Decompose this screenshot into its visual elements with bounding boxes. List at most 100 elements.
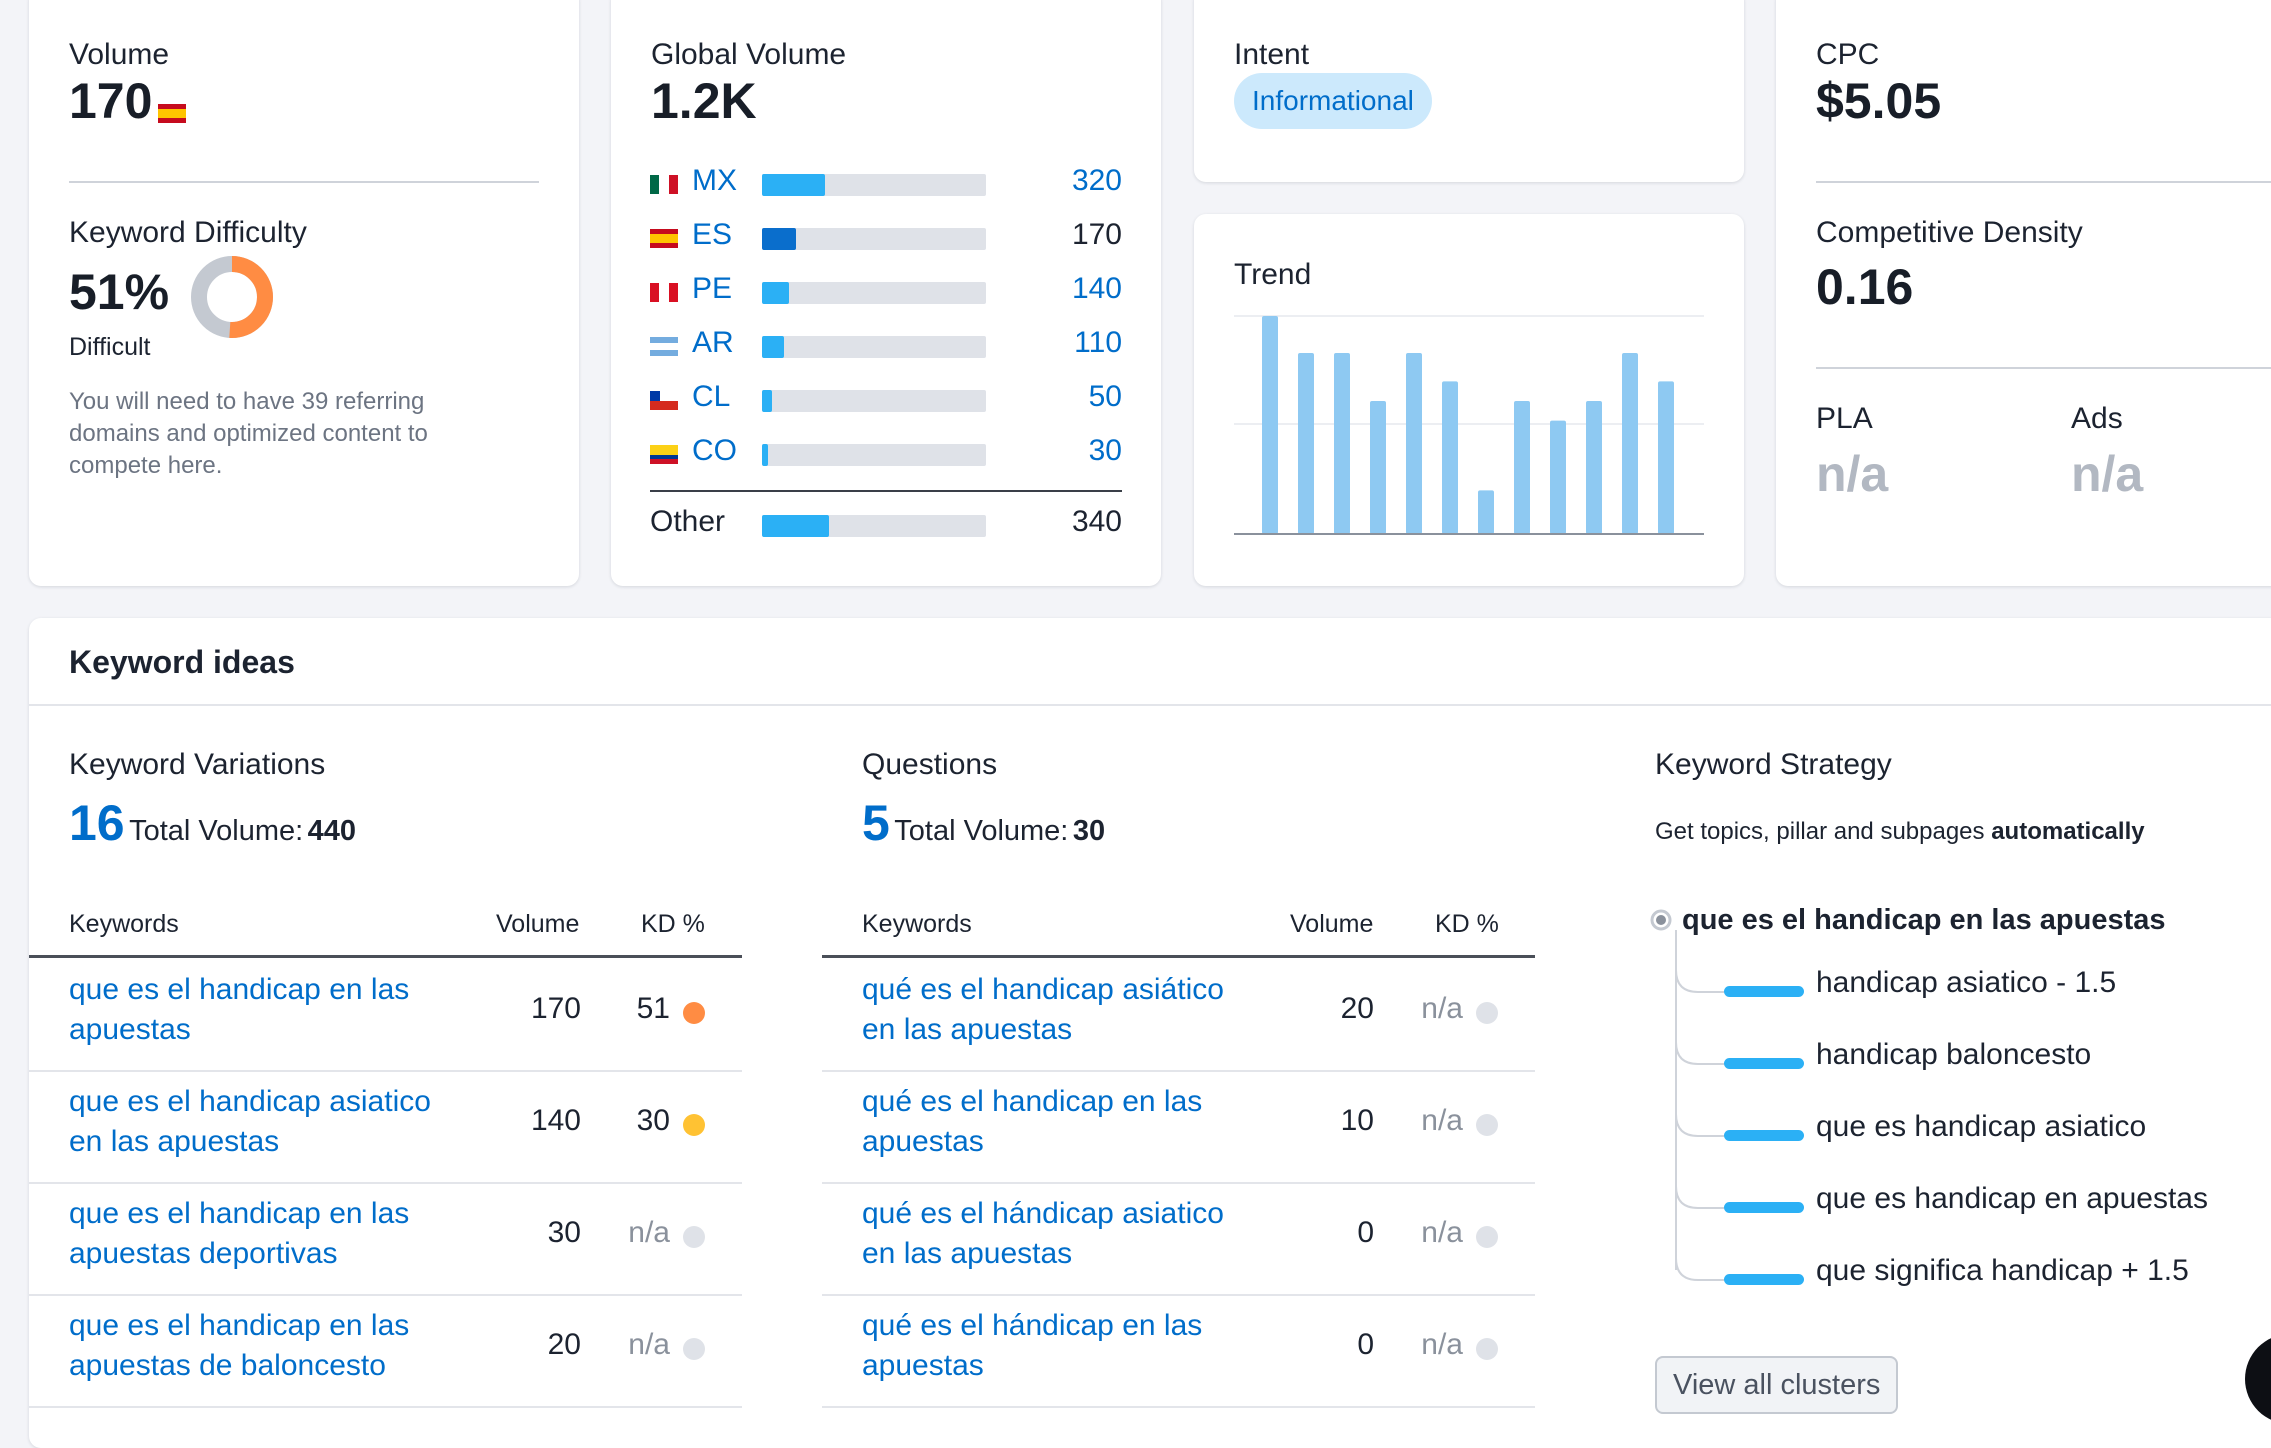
table-row[interactable]: qué es el hándicap en las apuestas 0 n/a	[822, 1294, 1535, 1408]
column-header-kd[interactable]: KD %	[1435, 910, 1499, 938]
cluster-bar-icon	[1724, 986, 1804, 997]
competitive-density-label: Competitive Density	[1816, 216, 2083, 249]
keyword-link[interactable]: qué es el hándicap en las apuestas	[862, 1309, 1203, 1382]
global-volume-value: 1.2K	[651, 73, 757, 129]
keyword-volume: 140	[530, 1104, 581, 1137]
keyword-difficulty: n/a	[1421, 1104, 1463, 1137]
country-code[interactable]: AR	[692, 326, 734, 359]
competitive-density-value: 0.16	[1816, 259, 1914, 315]
trend-bar-2[interactable]	[1298, 353, 1314, 534]
country-row-other: Other 340	[650, 499, 1122, 553]
difficulty-dot-icon	[1476, 1226, 1498, 1248]
column-header-volume[interactable]: Volume	[1290, 910, 1374, 938]
cluster-bar-icon	[1724, 1130, 1804, 1141]
keyword-ideas-panel: Keyword ideas	[29, 618, 2271, 1448]
ads-label: Ads	[2071, 402, 2123, 435]
trend-bar-9[interactable]	[1550, 420, 1566, 534]
flag-co-icon	[650, 445, 678, 464]
table-row[interactable]: que es el handicap asiatico en las apues…	[29, 1070, 742, 1184]
strategy-subtopic[interactable]: que significa handicap + 1.5	[1816, 1254, 2189, 1287]
keyword-link[interactable]: qué es el hándicap asiatico en las apues…	[862, 1197, 1224, 1270]
table-header-divider	[822, 955, 1535, 958]
intent-badge[interactable]: Informational	[1234, 73, 1432, 129]
keyword-volume: 10	[1340, 1104, 1374, 1137]
strategy-subtopic[interactable]: que es handicap asiatico	[1816, 1110, 2147, 1143]
keyword-difficulty: n/a	[628, 1216, 670, 1249]
country-row-mx[interactable]: MX 320	[650, 158, 1122, 212]
country-code[interactable]: CO	[692, 434, 737, 467]
trend-bar-4[interactable]	[1370, 401, 1386, 534]
cpc-card: CPC $5.05 Competitive Density 0.16 PLA n…	[1776, 0, 2271, 586]
strategy-subtopic[interactable]: que es handicap en apuestas	[1816, 1182, 2208, 1215]
country-row-cl[interactable]: CL 50	[650, 374, 1122, 428]
trend-bar-12[interactable]	[1658, 381, 1674, 534]
keyword-variations-count[interactable]: 16	[69, 795, 125, 851]
table-row[interactable]: que es el handicap en las apuestas depor…	[29, 1182, 742, 1296]
country-code[interactable]: CL	[692, 380, 731, 413]
strategy-subtopic[interactable]: handicap asiatico - 1.5	[1816, 966, 2117, 999]
divider	[1816, 367, 2271, 369]
keyword-volume: 30	[547, 1216, 581, 1249]
trend-bar-7[interactable]	[1478, 490, 1494, 534]
keyword-link[interactable]: que es el handicap en las apuestas	[69, 973, 410, 1046]
country-row-pe[interactable]: PE 140	[650, 266, 1122, 320]
country-code[interactable]: ES	[692, 218, 733, 251]
difficulty-dot-icon	[1476, 1114, 1498, 1136]
country-volume[interactable]: 110	[1074, 326, 1122, 359]
difficulty-dot-icon	[1476, 1002, 1498, 1024]
trend-bar-3[interactable]	[1334, 353, 1350, 534]
trend-bar-6[interactable]	[1442, 381, 1458, 534]
country-code[interactable]: MX	[692, 164, 737, 197]
column-header-kd[interactable]: KD %	[641, 910, 705, 938]
questions-count[interactable]: 5	[862, 795, 890, 851]
cluster-bar-icon	[1724, 1274, 1804, 1285]
volume-value: 170	[69, 73, 153, 129]
keyword-difficulty-description: You will need to have 39 referring domai…	[69, 388, 428, 479]
country-volume[interactable]: 30	[1088, 434, 1122, 467]
keyword-link[interactable]: que es el handicap en las apuestas de ba…	[69, 1309, 410, 1382]
keyword-link[interactable]: qué es el handicap asiático en las apues…	[862, 973, 1224, 1046]
cpc-value: $5.05	[1816, 73, 1942, 129]
keyword-difficulty: n/a	[1421, 1216, 1463, 1249]
strategy-subtopic[interactable]: handicap baloncesto	[1816, 1038, 2092, 1071]
country-row-co[interactable]: CO 30	[650, 428, 1122, 482]
country-volume[interactable]: 320	[1071, 164, 1122, 197]
country-row-es[interactable]: ES 170	[650, 212, 1122, 266]
country-row-ar[interactable]: AR 110	[650, 320, 1122, 374]
trend-card: Trend	[1194, 214, 1744, 586]
table-row[interactable]: qué es el handicap en las apuestas 10 n/a	[822, 1070, 1535, 1184]
keyword-link[interactable]: qué es el handicap en las apuestas	[862, 1085, 1203, 1158]
country-volume[interactable]: 140	[1071, 272, 1122, 305]
table-row[interactable]: que es el handicap en las apuestas 170 51	[29, 958, 742, 1072]
flag-es-icon	[158, 104, 186, 123]
country-code[interactable]: PE	[692, 272, 733, 305]
country-bar	[762, 444, 986, 466]
volume-label: Volume	[69, 38, 170, 71]
trend-bar-11[interactable]	[1622, 353, 1638, 534]
trend-bar-10[interactable]	[1586, 401, 1602, 534]
intent-card: Intent Informational	[1194, 0, 1744, 182]
trend-bar-5[interactable]	[1406, 353, 1422, 534]
keyword-link[interactable]: que es el handicap asiatico en las apues…	[69, 1085, 431, 1158]
column-header-volume[interactable]: Volume	[496, 910, 580, 938]
keyword-difficulty: 51	[636, 992, 670, 1025]
cpc-label: CPC	[1816, 38, 1880, 71]
trend-bar-8[interactable]	[1514, 401, 1530, 534]
country-volume[interactable]: 170	[1071, 218, 1122, 251]
keyword-difficulty-value: 51%	[69, 264, 170, 320]
table-row[interactable]: que es el handicap en las apuestas de ba…	[29, 1294, 742, 1408]
table-row[interactable]: qué es el handicap asiático en las apues…	[822, 958, 1535, 1072]
view-all-clusters-button[interactable]: View all clusters	[1655, 1356, 1899, 1414]
trend-bar-1[interactable]	[1262, 316, 1278, 534]
total-volume-value: 440	[307, 815, 357, 847]
country-volume[interactable]: 50	[1088, 380, 1122, 413]
table-row[interactable]: qué es el hándicap asiatico en las apues…	[822, 1182, 1535, 1296]
country-code: Other	[650, 505, 726, 538]
ads-value: n/a	[2071, 446, 2144, 502]
divider	[29, 704, 2271, 706]
keyword-link[interactable]: que es el handicap en las apuestas depor…	[69, 1197, 410, 1270]
divider	[650, 490, 1122, 492]
cluster-bar-icon	[1724, 1202, 1804, 1213]
keyword-difficulty: n/a	[1421, 1328, 1463, 1361]
strategy-root-topic[interactable]: que es el handicap en las apuestas	[1682, 904, 2166, 936]
